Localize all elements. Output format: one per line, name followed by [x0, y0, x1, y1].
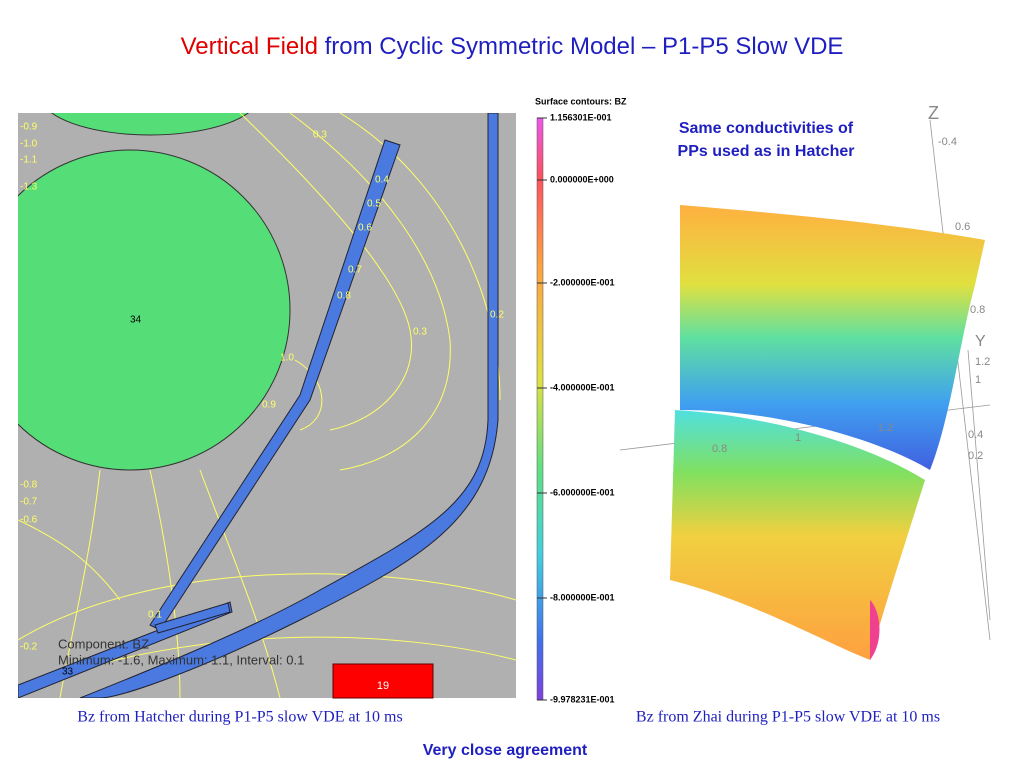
contour-label: -1.0 — [20, 139, 38, 150]
axis-label: 1 — [795, 432, 801, 444]
contour-label: 0.5 — [367, 199, 381, 210]
colorbar-label: 0.000000E+000 — [550, 174, 614, 184]
axis-label: 1 — [975, 374, 981, 386]
colorbar-label: 1.156301E-001 — [550, 112, 612, 122]
axis-label: Y — [975, 333, 986, 350]
region — [50, 113, 250, 136]
contour-label: -0.8 — [20, 480, 38, 491]
axis-label: 0.8 — [970, 304, 985, 316]
axis-label: 0.2 — [968, 450, 983, 462]
axis-label: 0.8 — [712, 443, 727, 455]
title-part: from Cyclic Symmetric Model – P1-P5 Slow… — [325, 33, 844, 60]
contour-label: -1.3 — [20, 182, 38, 193]
colorbar-label: -2.000000E-001 — [550, 277, 615, 287]
range-label: Minimum: -1.6, Maximum: 1.1, Interval: 0… — [58, 652, 304, 667]
colorbar-label: -6.000000E-001 — [550, 487, 615, 497]
contour-label: -0.7 — [20, 497, 38, 508]
caption: Bz from Zhai during P1-P5 slow VDE at 10… — [636, 709, 940, 726]
title: Vertical Field from Cyclic Symmetric Mod… — [181, 33, 844, 60]
contour-label: 0.4 — [375, 175, 389, 186]
contour-label: 0.7 — [348, 265, 362, 276]
contour-label: -0.2 — [20, 642, 38, 653]
region — [18, 149, 291, 471]
surface-edge — [870, 600, 880, 660]
caption: Bz from Hatcher during P1-P5 slow VDE at… — [77, 709, 402, 726]
axis-label: 0.4 — [968, 429, 983, 441]
contour-label: 0.1 — [148, 610, 162, 621]
contour-label: -0.9 — [20, 122, 38, 133]
component-label: Component: BZ — [58, 636, 149, 651]
right-plot — [619, 119, 991, 660]
axis-label: Z — [928, 103, 939, 123]
colorbar-label: -4.000000E-001 — [550, 382, 615, 392]
contour-label: 0.9 — [262, 400, 276, 411]
contour-label: -0.6 — [20, 515, 38, 526]
blue-band — [79, 113, 499, 698]
contour-label: 0.8 — [337, 291, 351, 302]
colorbar-title: Surface contours: BZ — [535, 96, 627, 106]
surface — [680, 205, 985, 470]
note: PPs used as in Hatcher — [678, 143, 855, 160]
conclusion: Very close agreement — [423, 742, 588, 759]
axis-label: -0.4 — [938, 136, 957, 148]
highlight-box — [332, 663, 434, 699]
axis-label: 1.2 — [975, 356, 990, 368]
node-label: 34 — [130, 315, 142, 326]
contour-label: 0.2 — [490, 310, 504, 321]
colorbar — [536, 117, 544, 701]
axis-label: 0.6 — [955, 221, 970, 233]
axis-label: 1.2 — [878, 422, 893, 434]
contour-label: 1.0 — [280, 353, 294, 364]
contour-label: 0.6 — [358, 223, 372, 234]
note: Same conductivities of — [679, 120, 854, 137]
blue-band — [154, 602, 231, 634]
contour-label: 0.3 — [313, 130, 327, 141]
left-plot — [18, 113, 516, 699]
title-part: Vertical Field — [181, 33, 318, 60]
colorbar-label: -9.978231E-001 — [550, 694, 615, 704]
contour-label: -1.1 — [20, 155, 38, 166]
box-label: 19 — [377, 680, 389, 692]
node-label: 33 — [62, 667, 74, 678]
contour-label: 0.3 — [413, 327, 427, 338]
surface — [670, 410, 925, 660]
colorbar-label: -8.000000E-001 — [550, 592, 615, 602]
